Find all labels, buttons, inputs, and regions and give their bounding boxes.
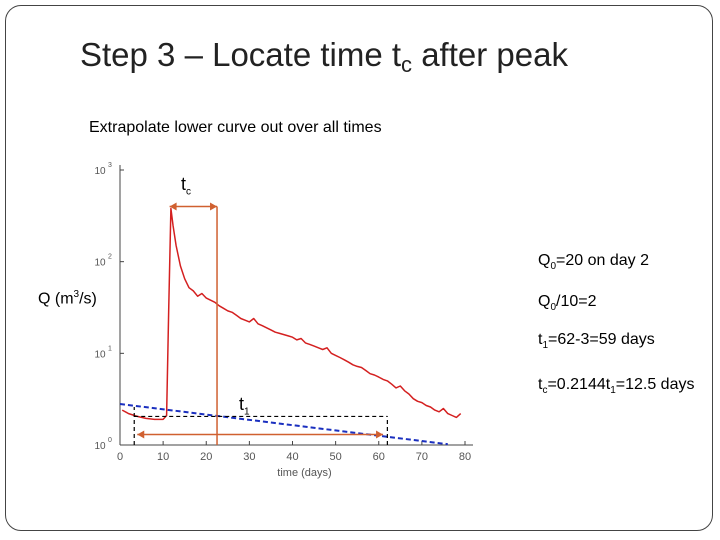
note-q0-a: Q [538, 252, 551, 269]
t1-label: t1 [239, 394, 250, 418]
q-axis-pre: Q (m [38, 290, 74, 308]
x-tick-label: 80 [459, 451, 471, 463]
tc-arrow-right [210, 202, 218, 211]
y-tick-exponent: 2 [108, 254, 112, 261]
note-tc-sub: c [542, 385, 548, 397]
t1-label-main: t [239, 394, 245, 414]
y-tick-label: 10 [94, 349, 106, 360]
note-q0-ratio-a: Q [538, 293, 551, 310]
note-t1: t1=62-3=59 days [538, 331, 655, 351]
q-axis-sup: 3 [73, 289, 80, 300]
slide-subtitle: Extrapolate lower curve out over all tim… [89, 119, 382, 136]
y-tick-label: 10 [94, 441, 106, 452]
note-tc-c: =12.5 days [615, 376, 695, 393]
x-axis-title: time (days) [277, 467, 331, 479]
note-tc-b: =0.2144t [547, 376, 611, 393]
slide-frame [5, 5, 713, 531]
discharge-line [121, 207, 462, 421]
t1-label-sub: 1 [244, 406, 250, 418]
t1-arrow-left [137, 430, 145, 439]
note-tc-sub2: 1 [610, 385, 616, 397]
q-axis-label: Q (m3/s) [38, 289, 97, 308]
note-t1-b: =62-3=59 days [548, 331, 655, 348]
note-t1-a: t [538, 331, 543, 348]
x-tick-label: 70 [416, 451, 428, 463]
note-q0-ratio-b: /10=2 [556, 293, 597, 310]
tc-label-main: t [181, 174, 187, 194]
y-tick-label: 10 [94, 258, 106, 269]
note-q0: Q0=20 on day 2 [538, 252, 649, 272]
note-t1-sub: 1 [542, 340, 549, 352]
note-q0-b: =20 on day 2 [556, 252, 649, 269]
x-tick-label: 0 [117, 451, 123, 463]
baseflow-extrapolation-line [119, 403, 448, 446]
q-axis-post: /s) [79, 290, 97, 308]
note-q0-sub: 0 [550, 261, 557, 273]
tc-label: tc [181, 174, 191, 198]
note-q0-ratio: Q0/10=2 [538, 293, 597, 313]
title-tail: after peak [412, 36, 568, 73]
y-tick-exponent: 1 [108, 345, 112, 352]
note-tc-a: t [538, 376, 543, 393]
slide-title: Step 3 – Locate time tc after peak [80, 36, 568, 78]
x-tick-label: 20 [200, 451, 212, 463]
title-main: Step 3 – Locate time t [80, 36, 402, 73]
x-tick-label: 40 [286, 451, 298, 463]
t1-arrow-right [376, 430, 384, 439]
x-tick-label: 60 [373, 451, 385, 463]
x-tick-label: 30 [243, 451, 255, 463]
note-q0-ratio-sub: 0 [550, 302, 557, 314]
x-tick-label: 50 [330, 451, 342, 463]
y-tick-exponent: 3 [108, 162, 112, 169]
y-tick-exponent: 0 [108, 437, 112, 444]
title-subscript: c [401, 52, 413, 77]
tc-arrow-left [169, 202, 177, 211]
note-tc: tc=0.2144t1=12.5 days [538, 376, 694, 396]
tc-label-sub: c [186, 186, 192, 198]
x-tick-label: 10 [157, 451, 169, 463]
y-tick-label: 10 [94, 166, 106, 177]
